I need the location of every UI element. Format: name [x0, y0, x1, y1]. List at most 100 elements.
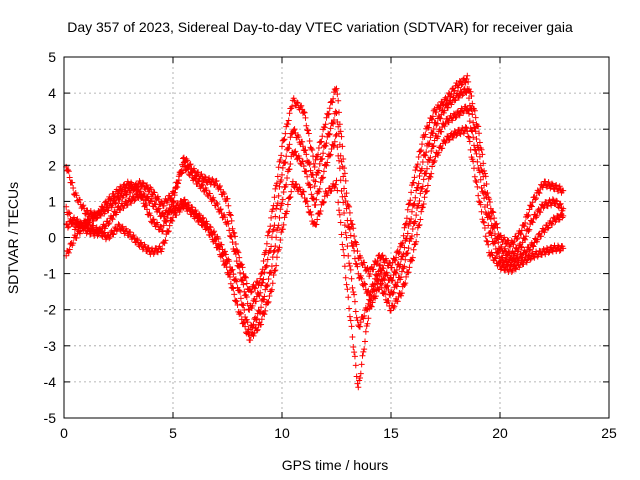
data-point: [355, 384, 362, 391]
data-point: [434, 133, 441, 140]
data-point: [351, 255, 358, 262]
data-point: [438, 128, 445, 135]
data-point: [224, 195, 231, 202]
data-point: [390, 289, 397, 296]
data-point: [164, 196, 171, 203]
data-point: [452, 96, 459, 103]
data-point: [228, 233, 235, 240]
data-point: [498, 244, 505, 251]
data-point: [489, 208, 496, 215]
data-point: [134, 184, 141, 191]
data-point: [81, 224, 88, 231]
data-point: [502, 245, 509, 252]
data-point: [545, 179, 552, 186]
data-point: [548, 202, 555, 209]
x-tick-labels: 0 5 10 15 20 25: [60, 425, 617, 441]
data-point: [148, 186, 155, 193]
data-point: [291, 98, 298, 105]
data-point: [482, 233, 489, 240]
data-point: [222, 260, 229, 267]
data-point: [227, 280, 234, 287]
data-point: [320, 198, 327, 205]
data-point: [323, 140, 330, 147]
data-point: [406, 200, 413, 207]
data-point: [242, 273, 249, 280]
data-point: [152, 201, 159, 208]
data-point: [395, 294, 402, 301]
data-point: [480, 173, 487, 180]
data-point: [429, 143, 436, 150]
data-point: [560, 205, 567, 212]
data-point: [481, 219, 488, 226]
data-point: [499, 261, 506, 268]
data-point: [553, 182, 560, 189]
data-point: [413, 238, 420, 245]
data-point: [437, 115, 444, 122]
data-point: [235, 249, 242, 256]
data-point: [357, 370, 364, 377]
data-point: [479, 168, 486, 175]
data-point: [168, 194, 175, 201]
data-point: [411, 200, 418, 207]
data-point: [144, 181, 151, 188]
data-point: [377, 255, 384, 262]
data-point: [341, 222, 348, 229]
data-point: [478, 185, 485, 192]
data-point: [362, 328, 369, 335]
data-point: [262, 286, 269, 293]
data-point: [330, 116, 337, 123]
data-point: [186, 207, 193, 214]
data-point: [334, 91, 341, 98]
data-point: [480, 218, 487, 225]
data-point: [231, 230, 238, 237]
data-point: [394, 279, 401, 286]
series-track-3: [63, 103, 567, 338]
data-point: [258, 270, 265, 277]
data-point: [239, 277, 246, 284]
data-point: [109, 216, 116, 223]
data-point: [249, 302, 256, 309]
data-point: [347, 232, 354, 239]
data-point: [258, 316, 265, 323]
data-point: [497, 232, 504, 239]
data-point: [548, 180, 555, 187]
data-point: [529, 250, 536, 257]
data-point: [430, 142, 437, 149]
data-point: [553, 197, 560, 204]
data-point: [439, 145, 446, 152]
data-point: [185, 166, 192, 173]
data-point: [403, 215, 410, 222]
data-point: [163, 218, 170, 225]
data-point: [327, 125, 334, 132]
data-point: [291, 184, 298, 191]
data-point: [343, 281, 350, 288]
data-point: [93, 215, 100, 222]
data-point: [522, 236, 529, 243]
data-point: [397, 261, 404, 268]
data-point: [232, 251, 239, 258]
data-point: [239, 264, 246, 271]
data-point: [351, 291, 358, 298]
data-point: [475, 123, 482, 130]
data-point: [217, 206, 224, 213]
data-point: [106, 220, 113, 227]
data-point: [367, 303, 374, 310]
data-point: [75, 227, 82, 234]
data-point: [353, 373, 360, 380]
data-point: [195, 177, 202, 184]
data-point: [284, 174, 291, 181]
data-point: [368, 303, 375, 310]
data-point: [350, 289, 357, 296]
data-point: [332, 87, 339, 94]
data-point: [240, 320, 247, 327]
data-point: [346, 226, 353, 233]
data-point: [525, 252, 532, 259]
x-tick-label: 20: [492, 425, 508, 441]
data-point: [206, 190, 213, 197]
data-point: [415, 222, 422, 229]
data-point: [285, 145, 292, 152]
data-point: [453, 113, 460, 120]
data-point: [356, 323, 363, 330]
data-point: [491, 238, 498, 245]
data-point: [116, 206, 123, 213]
